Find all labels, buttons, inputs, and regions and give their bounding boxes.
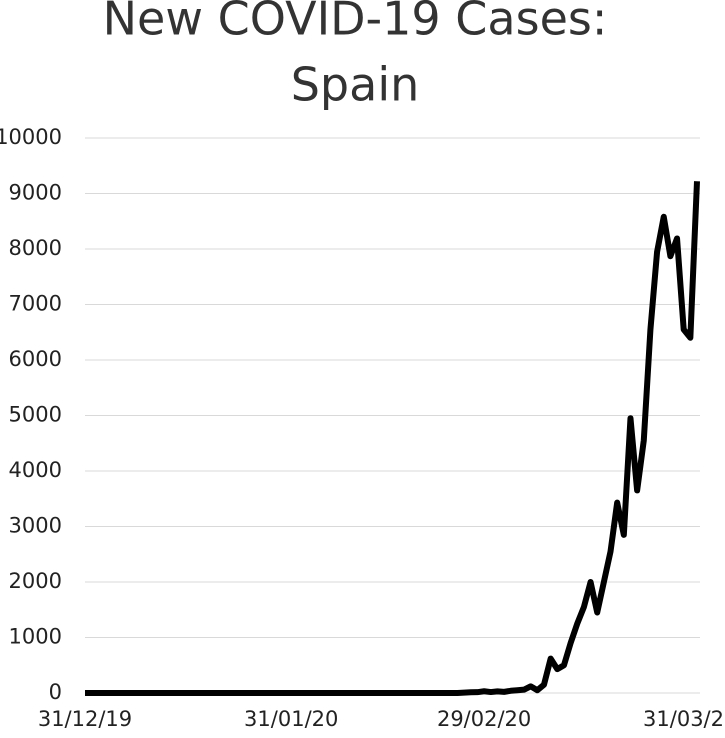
data-line bbox=[85, 181, 700, 696]
y-tick-label: 10000 bbox=[0, 125, 62, 149]
chart-title: New COVID-19 Cases: bbox=[103, 0, 608, 46]
chart-title: Spain bbox=[291, 58, 420, 112]
y-tick-label: 9000 bbox=[9, 181, 62, 205]
y-tick-label: 6000 bbox=[9, 347, 62, 371]
y-tick-label: 3000 bbox=[9, 514, 62, 538]
x-tick-label: 29/02/20 bbox=[437, 707, 531, 731]
y-tick-label: 1000 bbox=[9, 625, 62, 649]
y-tick-label: 5000 bbox=[9, 403, 62, 427]
x-tick-label: 31/03/2 bbox=[643, 707, 724, 731]
y-tick-label: 2000 bbox=[9, 569, 62, 593]
x-tick-label: 31/12/19 bbox=[38, 707, 132, 731]
y-tick-label: 7000 bbox=[9, 292, 62, 316]
y-tick-label: 0 bbox=[49, 680, 62, 704]
y-tick-label: 4000 bbox=[9, 458, 62, 482]
x-tick-label: 31/01/20 bbox=[244, 707, 338, 731]
y-tick-label: 8000 bbox=[9, 236, 62, 260]
